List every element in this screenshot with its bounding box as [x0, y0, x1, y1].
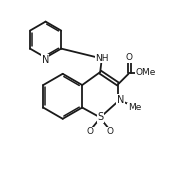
Text: O: O	[126, 53, 133, 62]
Text: N: N	[117, 95, 124, 105]
Text: NH: NH	[96, 54, 109, 63]
Text: Me: Me	[128, 103, 141, 112]
Text: OMe: OMe	[136, 69, 156, 77]
Text: S: S	[97, 112, 103, 122]
Text: N: N	[41, 55, 49, 65]
Text: O: O	[107, 127, 114, 136]
Text: O: O	[86, 127, 94, 136]
